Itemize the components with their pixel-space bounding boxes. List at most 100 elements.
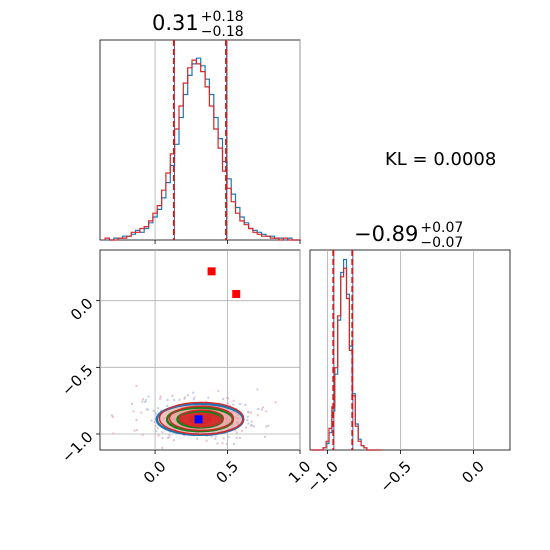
joint-scatter-point	[238, 402, 241, 405]
joint-scatter-point	[234, 429, 237, 432]
joint-scatter-point	[168, 436, 171, 439]
param2-title: −0.89 +0.07 −0.07	[354, 220, 463, 251]
param1-title: 0.31 +0.18 −0.18	[152, 9, 244, 40]
joint-scatter-point	[210, 435, 213, 438]
joint-scatter-point	[265, 410, 268, 413]
joint-scatter-point	[245, 426, 248, 429]
joint-scatter-point	[250, 420, 253, 423]
joint-scatter-point	[267, 424, 270, 427]
joint-scatter-point	[111, 415, 114, 418]
joint-scatter-point	[226, 396, 229, 399]
joint-scatter-point	[250, 424, 253, 427]
joint-scatter-point	[142, 398, 145, 401]
joint-scatter-point	[247, 422, 250, 425]
joint-marker-blue-2	[194, 415, 203, 424]
joint-scatter-point	[186, 394, 189, 397]
joint-scatter-point	[145, 408, 148, 411]
param1-gridlines	[154, 40, 301, 240]
joint-scatter-point	[205, 400, 208, 403]
joint-scatter-point	[166, 398, 169, 401]
joint-scatter-point	[192, 398, 195, 401]
joint-scatter-point	[156, 427, 159, 430]
joint-scatter-point	[193, 396, 196, 399]
joint-contour-panel	[96, 249, 301, 454]
joint-scatter-point	[256, 388, 259, 391]
joint-x-tick-label-1: 0.5	[212, 457, 242, 487]
joint-scatter-point	[262, 406, 265, 409]
joint-x-tick-labels: 0.0 0.5 1.0	[140, 457, 315, 487]
joint-scatter-point	[221, 442, 224, 445]
param1-histogram-panel: 0.31 +0.18 −0.18	[99, 9, 301, 244]
joint-scatter-point	[147, 395, 150, 398]
joint-scatter-point	[265, 425, 268, 428]
joint-scatter-point	[226, 401, 229, 404]
joint-scatter-point	[196, 437, 199, 440]
joint-marker-red-0	[207, 267, 216, 276]
joint-scatter-point	[252, 425, 255, 428]
joint-scatter-point	[135, 384, 138, 387]
param2-title-sup: +0.07	[420, 220, 463, 236]
joint-scatter-point	[217, 389, 220, 392]
joint-scatter-point	[246, 415, 249, 418]
joint-scatter-point	[260, 408, 263, 411]
joint-x-tick-label-0: 0.0	[140, 457, 170, 487]
joint-scatter-point	[110, 414, 113, 417]
joint-scatter-point	[216, 442, 219, 445]
joint-scatter-point	[232, 403, 235, 406]
joint-scatter-point	[166, 436, 169, 439]
joint-scatter-point	[153, 420, 156, 423]
param2-title-sub: −0.07	[420, 235, 463, 251]
param2-x-tick-labels: −1.0 −0.5 0.0	[304, 457, 488, 495]
joint-contour-red-level-1	[168, 405, 235, 432]
joint-scatter-point	[161, 437, 164, 440]
joint-scatter-point	[133, 429, 136, 432]
joint-scatter-point	[263, 435, 266, 438]
joint-scatter-point	[257, 408, 260, 411]
joint-scatter-point	[178, 398, 181, 401]
joint-scatter-point	[225, 442, 228, 445]
joint-scatter-point	[256, 414, 259, 417]
joint-scatter-point	[160, 409, 163, 412]
joint-scatter-point	[112, 432, 115, 435]
joint-scatter-point	[205, 439, 208, 442]
joint-scatter-point	[161, 446, 164, 449]
joint-contour-red-level-0	[158, 401, 245, 435]
joint-scatter-point	[159, 395, 162, 398]
param2-histogram-panel: −0.89 +0.07 −0.07	[309, 220, 511, 454]
joint-scatter-point	[246, 419, 249, 422]
joint-scatter-point	[144, 399, 147, 402]
joint-scatter-point	[244, 403, 247, 406]
joint-scatter-point	[222, 398, 225, 401]
joint-scatter-point	[146, 408, 149, 411]
param2-title-main: −0.89	[354, 222, 418, 246]
joint-scatter-point	[192, 391, 195, 394]
joint-scatter-point	[183, 434, 186, 437]
param2-gridlines	[327, 250, 474, 450]
joint-scatter-point	[172, 439, 175, 442]
joint-tick-marks	[96, 300, 301, 454]
joint-scatter-point	[222, 437, 225, 440]
joint-y-tick-label-0: 0.0	[67, 294, 97, 324]
param2-x-tick-label-2: 0.0	[458, 457, 488, 487]
joint-scatter-point	[227, 436, 230, 439]
joint-scatter-point	[240, 429, 243, 432]
param1-histogram-red	[104, 59, 301, 241]
param1-tick-marks	[154, 240, 301, 244]
joint-scatter-point	[173, 399, 176, 402]
param2-histogram-red	[311, 267, 382, 451]
param2-tick-marks	[327, 450, 474, 454]
kl-divergence-label: KL = 0.0008	[385, 149, 496, 170]
param2-x-tick-label-0: −1.0	[304, 457, 342, 495]
joint-scatter-point	[214, 437, 217, 440]
joint-y-tick-label-2: −1.0	[58, 428, 96, 466]
joint-scatter-point	[157, 407, 160, 410]
param2-axes-frame	[309, 249, 511, 451]
joint-y-tick-label-1: −0.5	[58, 361, 96, 399]
param1-title-sub: −0.18	[201, 24, 244, 40]
joint-scatter-point	[154, 424, 157, 427]
joint-scatter-point	[207, 396, 210, 399]
joint-scatter-point	[274, 401, 277, 404]
joint-scatter-point	[235, 436, 238, 439]
param1-title-main: 0.31	[152, 11, 199, 35]
